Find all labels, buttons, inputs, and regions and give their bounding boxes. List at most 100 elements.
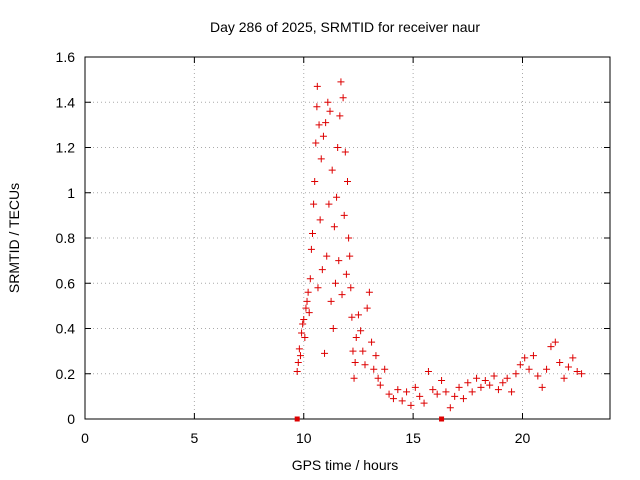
data-point — [322, 119, 330, 127]
x-tick-label: 0 — [81, 430, 89, 446]
data-point — [564, 363, 572, 371]
y-tick-label: 0.4 — [56, 321, 76, 337]
data-point — [455, 383, 463, 391]
data-point — [304, 288, 312, 296]
data-point — [464, 379, 472, 387]
data-point — [347, 284, 355, 292]
data-point — [416, 392, 424, 400]
data-point — [365, 288, 373, 296]
axis-ticks: 0 0.2 0.4 0.6 0.8 1 1.2 1.4 1.6 0 5 10 15 20 — [56, 49, 610, 446]
data-point — [346, 252, 354, 260]
data-point — [442, 388, 450, 396]
data-point — [411, 383, 419, 391]
data-point — [512, 370, 520, 378]
y-tick-label: 0.6 — [56, 275, 76, 291]
data-point — [357, 327, 365, 335]
data-point — [298, 329, 306, 337]
x-tick-label: 20 — [515, 430, 531, 446]
y-tick-label: 1 — [67, 185, 75, 201]
data-point — [351, 358, 359, 366]
data-point — [551, 338, 559, 346]
data-point — [300, 315, 308, 323]
data-point — [315, 121, 323, 129]
data-point — [547, 343, 555, 351]
data-point — [486, 381, 494, 389]
data-point — [295, 345, 303, 353]
y-tick-label: 0.2 — [56, 366, 76, 382]
data-point — [319, 132, 327, 140]
data-point — [381, 365, 389, 373]
data-point — [433, 390, 441, 398]
data-point — [310, 200, 318, 208]
data-point — [372, 352, 380, 360]
data-point — [370, 365, 378, 373]
data-point — [321, 349, 329, 357]
data-point — [354, 311, 362, 319]
data-point — [312, 139, 320, 147]
data-point — [534, 372, 542, 380]
data-point — [446, 404, 454, 412]
data-point — [438, 377, 446, 385]
data-point — [374, 374, 382, 382]
data-point — [350, 374, 358, 382]
chart-title: Day 286 of 2025, SRMTID for receiver nau… — [210, 19, 480, 35]
data-point — [424, 367, 432, 375]
data-point — [349, 347, 357, 355]
data-point — [473, 374, 481, 382]
data-point — [305, 309, 313, 317]
data-point — [318, 266, 326, 274]
data-point — [361, 361, 369, 369]
data-point — [331, 279, 339, 287]
data-point — [481, 377, 489, 385]
data-point — [578, 370, 586, 378]
data-point — [327, 297, 335, 305]
data-point — [302, 304, 310, 312]
data-point — [368, 338, 376, 346]
x-tick-label: 15 — [405, 430, 421, 446]
grid-lines — [85, 57, 610, 419]
y-tick-label: 1.2 — [56, 140, 76, 156]
data-point — [326, 107, 334, 115]
data-point — [328, 166, 336, 174]
data-point — [403, 388, 411, 396]
data-point — [324, 98, 332, 106]
data-point — [340, 211, 348, 219]
data-points — [293, 78, 586, 422]
data-point — [503, 374, 511, 382]
data-point — [338, 291, 346, 299]
data-point — [385, 390, 393, 398]
y-tick-label: 0.8 — [56, 230, 76, 246]
data-point — [508, 388, 516, 396]
y-axis-label: SRMTID / TECUs — [6, 183, 22, 293]
data-point — [316, 216, 324, 224]
data-point — [317, 155, 325, 163]
data-point — [451, 392, 459, 400]
data-point — [525, 365, 533, 373]
data-point — [521, 354, 529, 362]
data-point — [296, 352, 304, 360]
data-point — [294, 358, 302, 366]
data-point — [468, 388, 476, 396]
data-point — [307, 245, 315, 253]
data-point — [311, 177, 319, 185]
data-point — [301, 334, 309, 342]
data-point — [398, 397, 406, 405]
data-point — [330, 223, 338, 231]
data-point — [459, 395, 467, 403]
data-point — [309, 229, 316, 237]
data-point — [359, 347, 367, 355]
data-point — [490, 372, 498, 380]
data-point — [477, 383, 485, 391]
data-point — [341, 148, 349, 156]
data-point — [363, 304, 371, 312]
data-point — [303, 297, 311, 305]
y-tick-label: 1.4 — [56, 94, 76, 110]
data-point — [407, 401, 415, 409]
data-point — [348, 313, 356, 321]
data-point — [299, 320, 307, 328]
x-axis-label: GPS time / hours — [292, 457, 399, 473]
data-point — [516, 361, 524, 369]
data-point — [538, 383, 546, 391]
data-point — [335, 257, 343, 265]
